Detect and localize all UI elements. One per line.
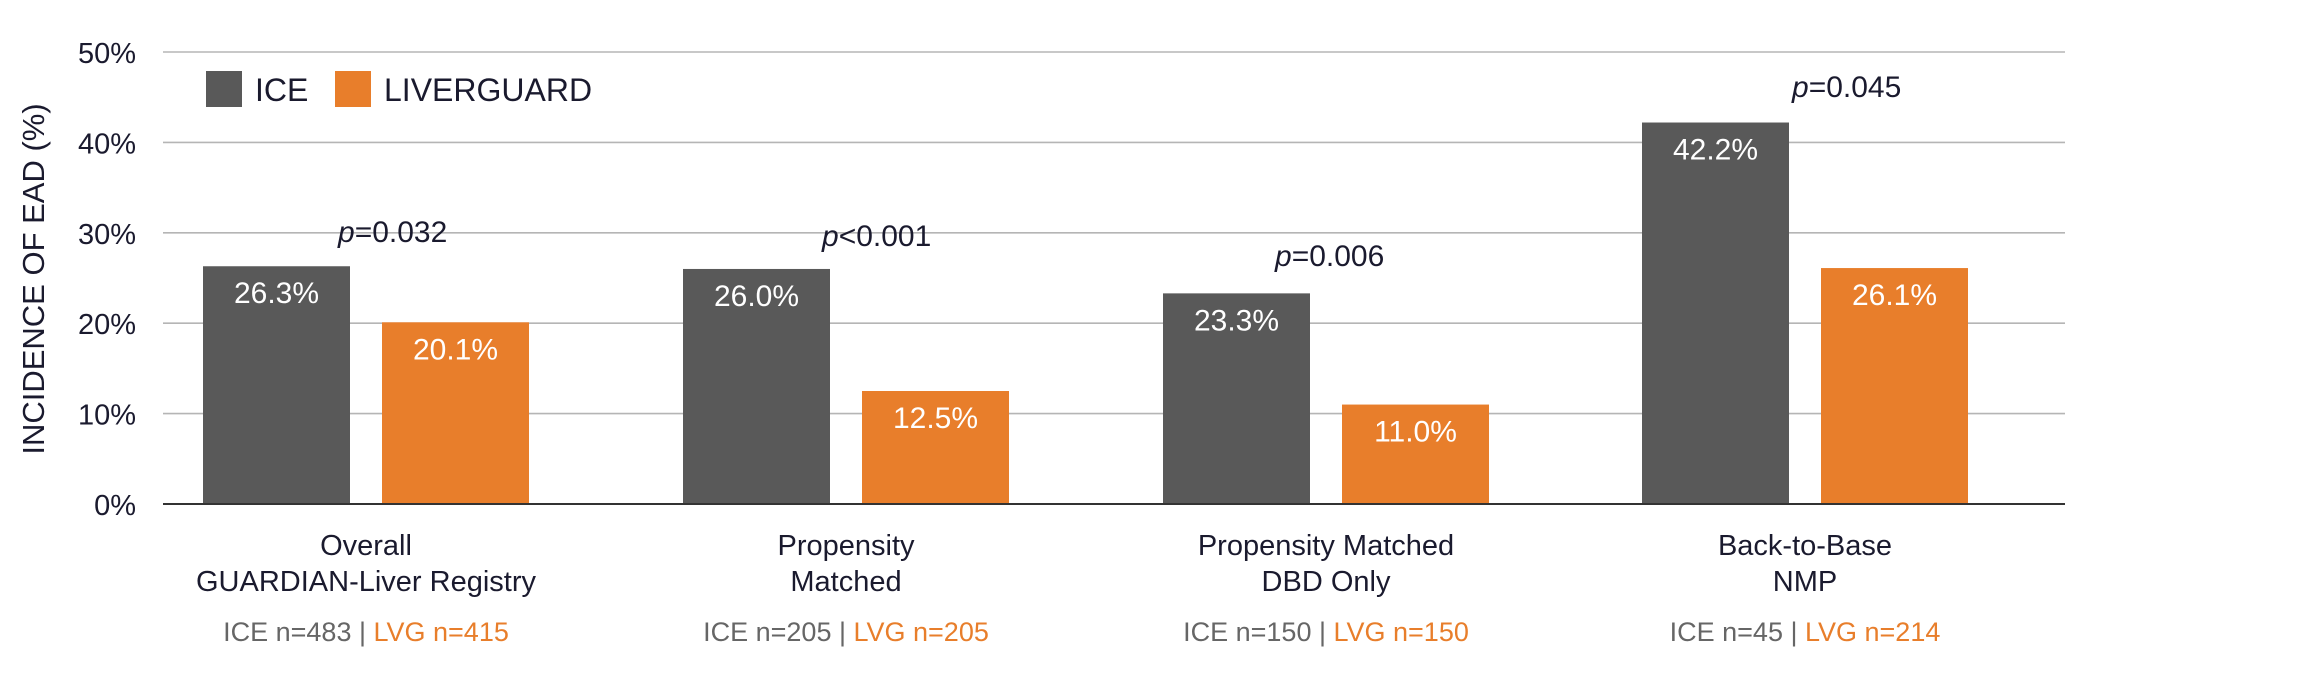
y-tick-label: 50% [78, 38, 136, 70]
category-label: NMP [1773, 566, 1837, 598]
category-label: Propensity Matched [1198, 530, 1454, 562]
category-labels: Overall GUARDIAN-Liver Registry ICE n=483 … [196, 530, 1940, 647]
y-tick-label: 10% [78, 400, 136, 432]
n-separator: | [831, 617, 853, 647]
liverguard-bar [862, 391, 1009, 504]
ice-n: ICE n=205 [703, 617, 831, 647]
sample-size: ICE n=150 | LVG n=150 [1183, 617, 1469, 647]
bar-value-label: 12.5% [893, 402, 978, 435]
sample-size: ICE n=483 | LVG n=415 [223, 617, 509, 647]
legend-label-ice: ICE [255, 72, 308, 108]
sample-size: ICE n=205 | LVG n=205 [703, 617, 989, 647]
category-label: Matched [790, 566, 901, 598]
bars: 26.3% 26.0% 23.3% 42.2% 20.1% 12.5% 11.0% 26.1% [203, 122, 1968, 505]
bar-value-label: 20.1% [413, 333, 498, 366]
p-value: p=0.006 [1274, 240, 1384, 273]
bar-value-label: 26.0% [714, 280, 799, 313]
lvg-n: LVG n=415 [374, 617, 509, 647]
p-value-number: <0.001 [839, 220, 932, 253]
sample-size: ICE n=45 | LVG n=214 [1670, 617, 1941, 647]
y-tick-label: 0% [94, 490, 136, 522]
bar-value-label: 26.3% [234, 277, 319, 310]
p-value-symbol: p [1791, 71, 1809, 104]
y-axis-ticks: 0% 10% 20% 30% 40% 50% [78, 38, 136, 522]
ice-n: ICE n=150 [1183, 617, 1311, 647]
lvg-n: LVG n=205 [854, 617, 989, 647]
ice-bar [1163, 293, 1310, 504]
ice-bar [1642, 122, 1789, 505]
p-value-symbol: p [1274, 240, 1292, 273]
p-value: p<0.001 [821, 220, 931, 253]
category-label: Overall [320, 530, 412, 562]
n-separator: | [1311, 617, 1333, 647]
legend: ICE LIVERGUARD [206, 71, 592, 108]
liverguard-bar [1821, 268, 1968, 504]
bar-value-label: 11.0% [1374, 416, 1457, 449]
liverguard-bar [382, 322, 529, 504]
p-value-number: =0.045 [1809, 71, 1902, 104]
y-tick-label: 20% [78, 309, 136, 341]
legend-swatch-ice [206, 71, 242, 107]
legend-label-liverguard: LIVERGUARD [384, 72, 592, 108]
liverguard-bar [1342, 404, 1489, 504]
p-value-symbol: p [821, 220, 839, 253]
ice-n: ICE n=483 [223, 617, 351, 647]
p-value: p=0.032 [337, 216, 447, 249]
category-label: DBD Only [1262, 566, 1391, 598]
lvg-n: LVG n=150 [1334, 617, 1469, 647]
n-separator: | [351, 617, 373, 647]
bar-value-label: 23.3% [1194, 304, 1279, 337]
bar-value-label: 26.1% [1852, 279, 1937, 312]
ice-bar [683, 268, 830, 504]
lvg-n: LVG n=214 [1805, 617, 1940, 647]
p-value: p=0.045 [1791, 71, 1901, 104]
bar-value-label: 42.2% [1673, 134, 1758, 167]
n-separator: | [1783, 617, 1805, 647]
p-value-symbol: p [337, 216, 355, 249]
y-tick-label: 40% [78, 128, 136, 160]
p-value-number: =0.006 [1292, 240, 1385, 273]
ice-n: ICE n=45 [1670, 617, 1783, 647]
category-label: Propensity [777, 530, 915, 562]
ice-bar [203, 266, 350, 504]
legend-swatch-liverguard [335, 71, 371, 107]
y-tick-label: 30% [78, 219, 136, 251]
category-label: Back-to-Base [1718, 530, 1892, 562]
y-axis-label: INCIDENCE OF EAD (%) [16, 103, 51, 454]
category-label: GUARDIAN-Liver Registry [196, 566, 536, 598]
p-value-number: =0.032 [355, 216, 448, 249]
